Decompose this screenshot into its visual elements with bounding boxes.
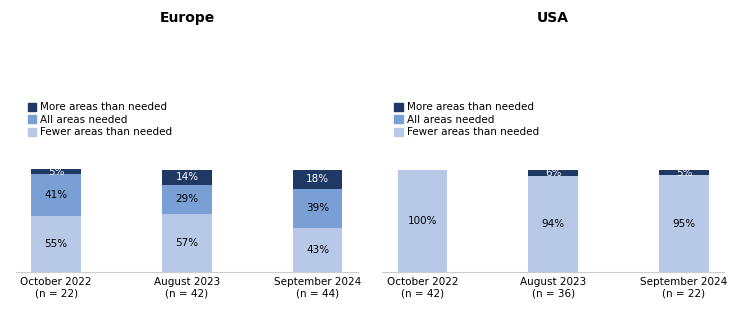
Bar: [398, 170, 447, 272]
Bar: [31, 175, 81, 216]
Bar: [162, 184, 212, 214]
Bar: [528, 170, 578, 176]
Bar: [31, 169, 81, 175]
Bar: [528, 176, 578, 272]
Text: 5%: 5%: [48, 167, 64, 177]
Legend: More areas than needed, All areas needed, Fewer areas than needed: More areas than needed, All areas needed…: [394, 102, 539, 137]
Title: Europe: Europe: [159, 11, 215, 25]
Bar: [162, 170, 212, 184]
Bar: [31, 216, 81, 272]
Bar: [659, 170, 709, 175]
Text: 55%: 55%: [45, 239, 68, 249]
Text: 95%: 95%: [672, 219, 696, 228]
Text: 18%: 18%: [306, 175, 329, 184]
Text: 29%: 29%: [175, 194, 198, 204]
Text: 100%: 100%: [408, 216, 438, 226]
Title: USA: USA: [537, 11, 569, 25]
Legend: More areas than needed, All areas needed, Fewer areas than needed: More areas than needed, All areas needed…: [28, 102, 173, 137]
Text: 14%: 14%: [175, 172, 198, 183]
Text: 57%: 57%: [175, 238, 198, 248]
Bar: [292, 170, 343, 188]
Bar: [162, 214, 212, 272]
Text: 41%: 41%: [45, 190, 68, 200]
Text: 94%: 94%: [542, 219, 565, 229]
Bar: [659, 175, 709, 272]
Text: 5%: 5%: [675, 168, 692, 178]
Text: 43%: 43%: [306, 245, 329, 255]
Bar: [292, 188, 343, 228]
Text: 6%: 6%: [545, 168, 562, 178]
Bar: [292, 228, 343, 272]
Text: 39%: 39%: [306, 203, 329, 213]
